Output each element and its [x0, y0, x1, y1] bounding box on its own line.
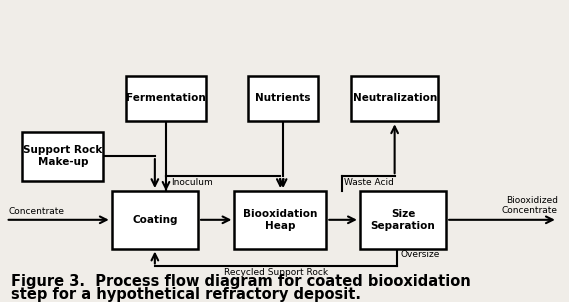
- Text: Waste Acid: Waste Acid: [344, 178, 394, 187]
- Text: Coating: Coating: [132, 215, 178, 225]
- Text: Recycled Support Rock: Recycled Support Rock: [224, 268, 328, 277]
- Text: Neutralization: Neutralization: [353, 93, 437, 104]
- FancyBboxPatch shape: [248, 76, 318, 121]
- Text: Figure 3.  Process flow diagram for coated biooxidation: Figure 3. Process flow diagram for coate…: [11, 274, 471, 289]
- FancyBboxPatch shape: [22, 132, 103, 181]
- Text: Biooxidized
Concentrate: Biooxidized Concentrate: [502, 196, 558, 215]
- Text: step for a hypothetical refractory deposit.: step for a hypothetical refractory depos…: [11, 287, 361, 302]
- FancyBboxPatch shape: [112, 191, 198, 249]
- Text: Nutrients: Nutrients: [255, 93, 311, 104]
- FancyBboxPatch shape: [234, 191, 326, 249]
- Text: Inoculum: Inoculum: [172, 178, 213, 187]
- FancyBboxPatch shape: [352, 76, 438, 121]
- Text: Biooxidation
Heap: Biooxidation Heap: [243, 209, 318, 231]
- Text: Oversize: Oversize: [400, 250, 440, 259]
- FancyBboxPatch shape: [360, 191, 446, 249]
- FancyBboxPatch shape: [126, 76, 207, 121]
- Text: Concentrate: Concentrate: [9, 207, 64, 216]
- Text: Fermentation: Fermentation: [126, 93, 206, 104]
- Text: Size
Separation: Size Separation: [370, 209, 435, 231]
- Text: Support Rock
Make-up: Support Rock Make-up: [23, 145, 102, 167]
